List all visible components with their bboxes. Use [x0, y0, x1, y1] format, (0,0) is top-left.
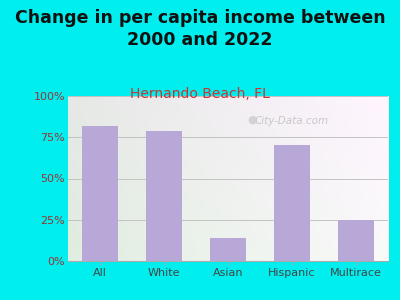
- Bar: [338, 220, 374, 261]
- Text: ●: ●: [247, 115, 257, 125]
- Bar: [82, 126, 118, 261]
- Text: Hernando Beach, FL: Hernando Beach, FL: [130, 87, 270, 101]
- Bar: [210, 238, 246, 261]
- Text: Change in per capita income between
2000 and 2022: Change in per capita income between 2000…: [15, 9, 385, 49]
- Bar: [146, 130, 182, 261]
- Text: City-Data.com: City-Data.com: [255, 116, 329, 126]
- Bar: [274, 146, 310, 261]
